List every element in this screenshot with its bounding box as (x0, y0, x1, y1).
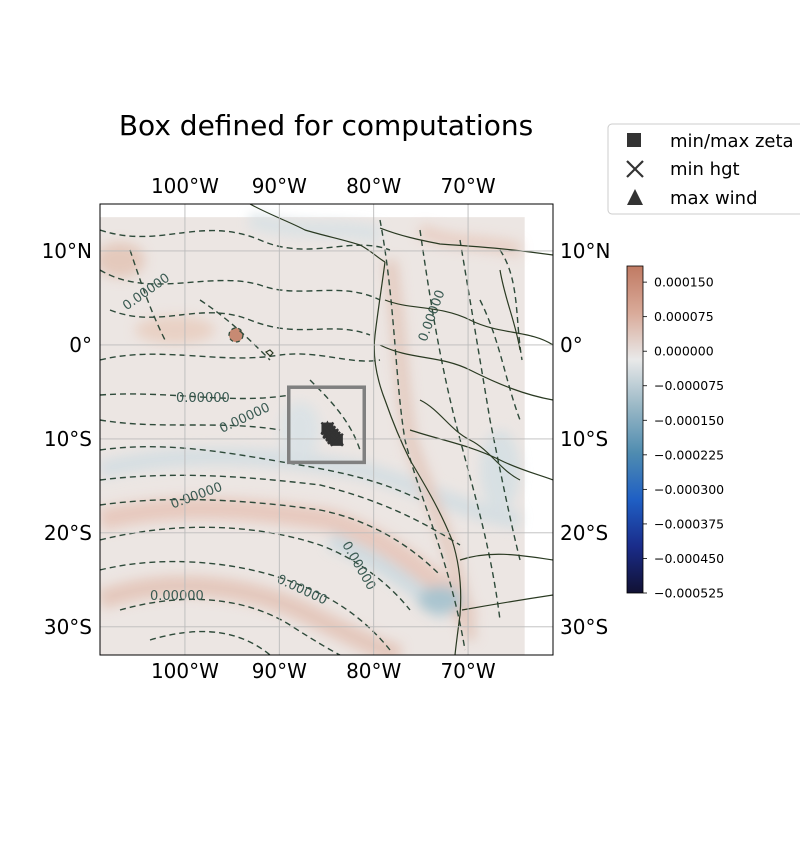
lon-tick-label-top: 100°W (151, 174, 219, 198)
colorbar-scale (626, 265, 644, 594)
square-marker-icon (627, 133, 641, 147)
legend-label-zeta: min/max zeta (670, 131, 794, 152)
river-2 (499, 269, 521, 351)
lat-tick-label-right: 10°S (560, 427, 608, 451)
legend-box (607, 123, 800, 215)
lon-tick-label-top: 80°W (346, 174, 401, 198)
lat-tick-label-left: 10°N (42, 239, 92, 263)
border-1 (384, 299, 553, 346)
northern-patch (247, 212, 382, 243)
hgt-marker (330, 432, 344, 447)
map-title: Box defined for computations (119, 109, 533, 142)
colorbar-tick-label: −0.000300 (654, 482, 724, 497)
legend-label-wind: max wind (670, 188, 758, 209)
coastal-band (383, 259, 477, 641)
colorbar-ticks: 0.000150 0.000075 0.000000 −0.000075 −0.0001… (643, 275, 724, 601)
colorbar-tick-label: 0.000150 (654, 275, 714, 290)
river-1 (419, 399, 521, 481)
lon-tick-label-bottom: 70°W (440, 659, 495, 683)
colorbar-tick-label: −0.000225 (654, 447, 724, 462)
lat-tick-label-left: 10°S (44, 427, 92, 451)
lon-tick-label-top: 90°W (252, 174, 307, 198)
lon-tick-label-bottom: 100°W (151, 659, 219, 683)
legend-label-hgt: min hgt (670, 159, 740, 180)
gridlines (100, 204, 553, 655)
map-area: 0.00000 0.00000 0.00000 0.00000 0.00000 … (99, 203, 554, 656)
galapagos (264, 349, 274, 357)
x-marker-icon (626, 160, 644, 178)
lat-tick-label-left: 0° (69, 333, 92, 357)
southern-arc (100, 575, 403, 655)
legend: min/max zeta min hgt max wind (607, 123, 800, 215)
lon-tick-label-bottom: 80°W (346, 659, 401, 683)
border-2 (379, 344, 553, 401)
track-markers (320, 420, 344, 447)
colorbar-tick-label: −0.000150 (654, 413, 724, 428)
colorbar-tick-label: −0.000375 (654, 516, 724, 531)
map-frame (99, 203, 554, 656)
lat-tick-label-right: 20°S (560, 521, 608, 545)
lon-tick-label-top: 70°W (440, 174, 495, 198)
contour-lines (100, 219, 523, 655)
colorbar-tick-label: 0.000075 (654, 309, 714, 324)
lat-tick-label-right: 30°S (560, 615, 608, 639)
coastline-south-america-west (373, 261, 462, 655)
colorbar: 0.000150 0.000075 0.000000 −0.000075 −0.0001… (626, 265, 724, 601)
contour-label: 0.00000 (150, 589, 204, 604)
border-4 (459, 553, 553, 561)
coastline-caribbean (379, 227, 553, 256)
colorbar-tick-label: 0.000000 (654, 344, 714, 359)
northeast-patch (416, 223, 522, 257)
lat-tick-label-right: 10°N (560, 239, 610, 263)
vorticity-field (100, 212, 525, 655)
anticyclonic-band-south (100, 497, 479, 627)
lat-tick-label-right: 0° (560, 333, 583, 357)
border-5 (461, 594, 553, 611)
lat-tick-label-left: 20°S (44, 521, 92, 545)
computation-box (287, 385, 366, 465)
axis-tick-labels: 100°W 100°W 90°W 90°W 80°W 80°W 70°W 70°W 10°N 10… (42, 174, 611, 683)
colorbar-tick-label: −0.000450 (654, 551, 724, 566)
colorbar-tick-label: −0.000075 (654, 378, 724, 393)
border-3 (409, 429, 553, 481)
triangle-marker-icon (627, 189, 643, 205)
lat-tick-label-left: 30°S (44, 615, 92, 639)
contour-label: 0.00000 (176, 391, 230, 406)
colorbar-tick-label: −0.000525 (654, 586, 724, 601)
lon-tick-label-bottom: 90°W (252, 659, 307, 683)
